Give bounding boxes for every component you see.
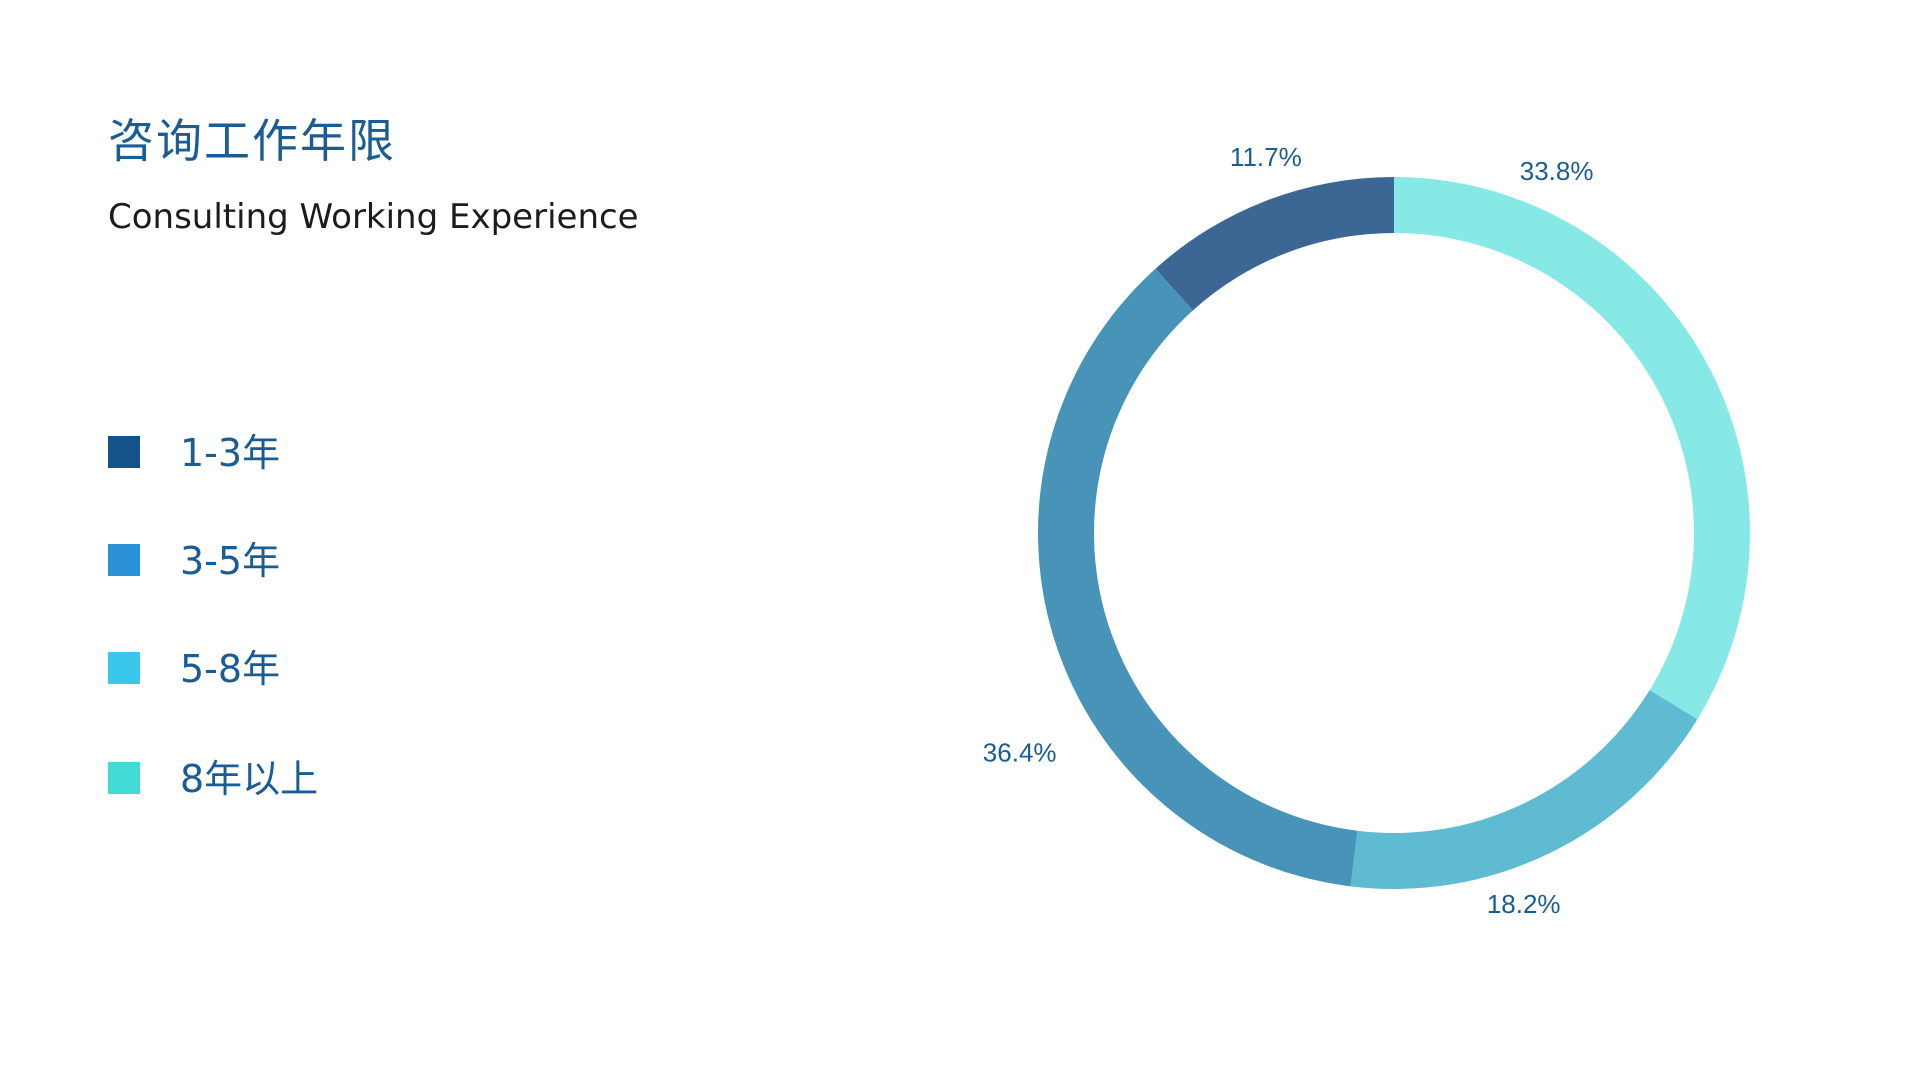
legend-label: 1-3年 [180, 431, 281, 475]
slice-label: 18.2% [1487, 889, 1561, 919]
donut-slice [1394, 177, 1750, 720]
legend-swatch [108, 544, 140, 576]
chart-subtitle: Consulting Working Experience [108, 197, 639, 237]
slice-label: 11.7% [1230, 142, 1302, 172]
slice-label: 36.4% [983, 737, 1057, 767]
legend-label: 3-5年 [180, 539, 281, 583]
donut-slice [1350, 690, 1698, 889]
legend-swatch [108, 436, 140, 468]
donut-slice [1155, 177, 1394, 311]
slice-label: 33.8% [1520, 156, 1594, 186]
legend-label: 8年以上 [180, 757, 319, 801]
legend-swatch [108, 652, 140, 684]
legend-item-1-3: 1-3年 [108, 434, 508, 474]
donut-slice [1038, 268, 1358, 887]
legend-item-8-plus: 8年以上 [108, 760, 508, 800]
legend-label: 5-8年 [180, 647, 281, 691]
chart-title: 咨询工作年限 [108, 114, 396, 168]
legend-item-3-5: 3-5年 [108, 542, 508, 582]
legend-item-5-8: 5-8年 [108, 650, 508, 690]
legend-swatch [108, 762, 140, 794]
